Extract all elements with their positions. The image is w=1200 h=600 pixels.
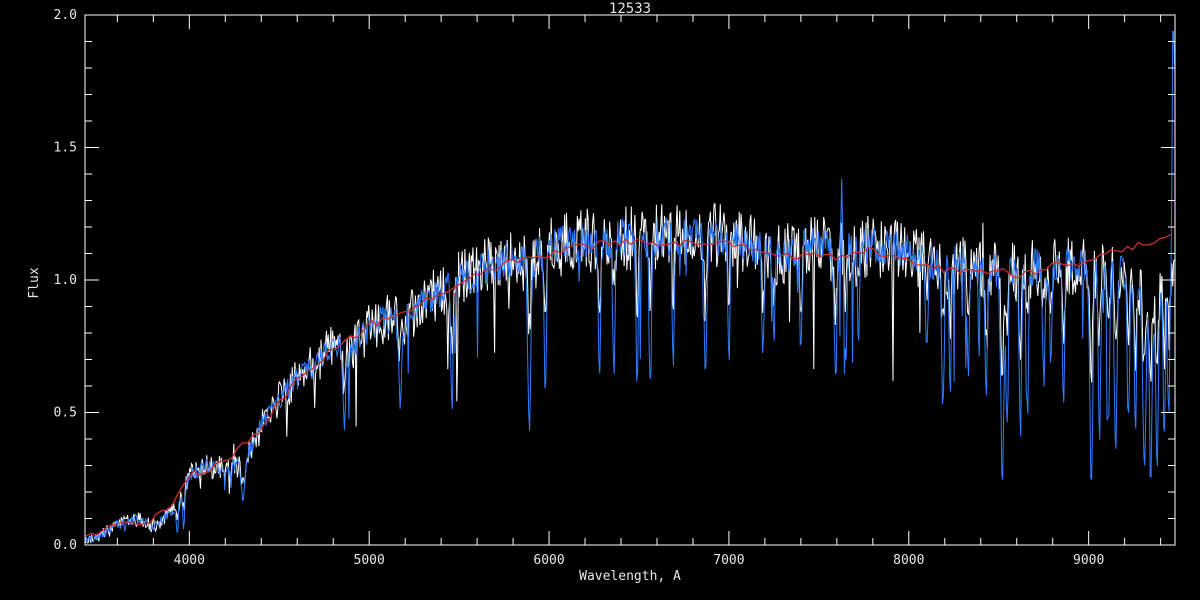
y-tick-label: 1.0 — [54, 273, 77, 288]
x-tick-label: 6000 — [533, 553, 564, 568]
x-tick-label: 5000 — [354, 553, 385, 568]
y-tick-label: 2.0 — [54, 8, 77, 23]
series-model-template — [85, 233, 1171, 537]
chart-title: 12533 — [609, 1, 651, 17]
series-observed-spectrum — [85, 31, 1175, 543]
x-tick-label: 8000 — [893, 553, 924, 568]
axes-layer: 4000 5000 6000 7000 8000 9000 0.0 0.5 1.0 1.5 2.0 — [54, 8, 1176, 568]
x-tick-label: 4000 — [174, 553, 205, 568]
x-axis-label: Wavelength, A — [579, 569, 681, 584]
y-axis-label: Flux — [27, 267, 42, 298]
x-tick-label: 7000 — [713, 553, 744, 568]
y-tick-label: 0.0 — [54, 538, 77, 553]
x-tick-label: 9000 — [1073, 553, 1104, 568]
y-tick-label: 0.5 — [54, 406, 77, 421]
series-layer — [85, 31, 1175, 544]
y-tick-label: 1.5 — [54, 141, 77, 156]
